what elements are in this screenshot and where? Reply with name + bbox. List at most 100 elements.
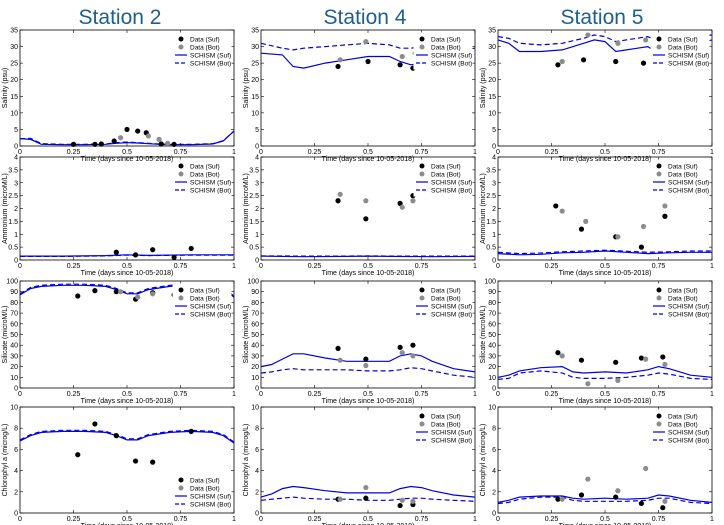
legend-label: Data (Bot) (190, 296, 220, 303)
data-bot-point (410, 353, 416, 359)
y-tick-label: 90 (10, 289, 18, 296)
y-tick-label: 60 (251, 321, 259, 328)
data-suf-point (363, 216, 369, 222)
x-tick-label: 0.75 (415, 516, 429, 523)
y-tick-label: 30 (488, 353, 496, 360)
x-tick-label: 0.75 (652, 391, 666, 398)
x-tick-label: 0.75 (174, 149, 188, 156)
data-bot-point (583, 218, 589, 224)
data-suf-point (113, 433, 119, 439)
x-tick-label: 0.5 (122, 516, 132, 523)
y-tick-label: 10 (251, 110, 259, 117)
y-tick-label: 35 (251, 28, 259, 35)
data-bot-point (662, 203, 668, 209)
legend-marker-data-bot (656, 295, 662, 301)
y-tick-label: 25 (488, 61, 496, 68)
data-suf-point (188, 428, 194, 434)
y-tick-label: 10 (488, 405, 496, 412)
y-tick-label: 10 (251, 405, 259, 412)
x-tick-label: 1 (232, 263, 236, 270)
legend-label: Data (Bot) (668, 422, 698, 429)
legend-label: Data (Suf) (668, 37, 698, 44)
legend-label: Data (Bot) (431, 45, 461, 52)
data-suf-point (638, 244, 644, 250)
y-tick-label: 20 (10, 77, 18, 84)
data-bot-point (615, 488, 621, 494)
legend-label: SCHISM (Suf) (431, 430, 472, 437)
y-tick-label: 90 (488, 289, 496, 296)
x-tick-label: 0.75 (174, 516, 188, 523)
chart-panel: 0 0.5 1 1.5 2 2.5 3 3.5 4 0.25 0.5 0.75 1 0 Time (days… (2, 155, 236, 278)
data-suf-point (613, 359, 619, 365)
y-axis-label: Chlorophyl a (microg/L) (2, 424, 9, 497)
y-tick-label: 2 (492, 489, 496, 496)
x-tick-label: 0.25 (308, 149, 322, 156)
y-tick-label: 0 (255, 144, 259, 151)
y-tick-label: 50 (10, 332, 18, 339)
y-tick-label: 100 (6, 279, 18, 286)
legend-label: Data (Bot) (668, 45, 698, 52)
data-bot-point (399, 204, 405, 210)
y-tick-label: 30 (488, 44, 496, 51)
data-suf-point (363, 495, 369, 501)
x-tick-label: 0.5 (363, 263, 373, 270)
y-axis-label: Ammonium (microM/L) (2, 173, 9, 244)
legend-label: SCHISM (Suf) (190, 304, 231, 311)
x-tick-label: 0.25 (67, 149, 81, 156)
y-tick-label: 1 (255, 232, 259, 239)
x-tick-label: 0 (496, 516, 500, 523)
y-tick-label: 3 (14, 180, 18, 187)
legend-label: Data (Suf) (431, 288, 461, 295)
x-tick-label: 0 (18, 149, 22, 156)
data-bot-point (399, 497, 405, 503)
data-bot-point (643, 465, 649, 472)
data-bot-point (117, 289, 124, 295)
x-axis-label: Time (days since 10-05-2018) (559, 270, 652, 277)
y-tick-label: 10 (488, 110, 496, 117)
y-tick-label: 10 (10, 110, 18, 117)
x-tick-label: 0.75 (415, 263, 429, 270)
y-tick-label: 5 (14, 127, 18, 134)
data-bot-point (585, 381, 591, 387)
data-bot-point (585, 476, 591, 482)
y-tick-label: 35 (488, 28, 496, 35)
x-tick-label: 1 (232, 391, 236, 398)
x-tick-label: 0 (496, 391, 500, 398)
y-tick-label: 2 (492, 206, 496, 213)
legend-label: SCHISM (Bot) (431, 438, 472, 445)
y-tick-label: 20 (251, 77, 259, 84)
legend-label: SCHISM (Bot) (431, 61, 472, 68)
x-tick-label: 1 (473, 149, 477, 156)
data-suf-point (397, 502, 403, 509)
data-suf-point (335, 198, 341, 204)
legend-label: SCHISM (Bot) (431, 188, 472, 195)
x-tick-label: 0.5 (122, 263, 132, 270)
legend-label: SCHISM (Bot) (431, 312, 472, 319)
y-tick-label: 25 (10, 61, 18, 68)
y-tick-label: 2.5 (249, 193, 259, 200)
data-bot-point (145, 133, 151, 139)
y-tick-label: 2 (255, 206, 259, 213)
y-tick-label: 10 (251, 375, 259, 382)
y-tick-label: 2 (14, 489, 18, 496)
y-tick-label: 8 (255, 426, 259, 433)
x-tick-label: 0 (18, 516, 22, 523)
data-suf-point (132, 458, 139, 464)
x-tick-label: 0.5 (600, 391, 610, 398)
data-suf-point (365, 58, 371, 65)
data-suf-point (578, 226, 585, 232)
y-tick-label: 20 (488, 77, 496, 84)
y-tick-label: 35 (10, 28, 18, 35)
x-axis-label: Time (days since 10-05-2018) (322, 523, 415, 525)
data-suf-point (158, 141, 164, 147)
data-suf-point (335, 63, 341, 70)
data-suf-point (113, 289, 119, 295)
y-tick-label: 1.5 (249, 219, 259, 226)
y-tick-label: 20 (251, 364, 259, 371)
data-suf-point (640, 60, 647, 66)
